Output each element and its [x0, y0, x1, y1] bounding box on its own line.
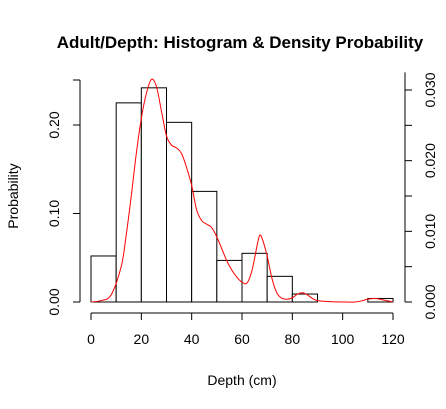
x-axis: 0 20 40 60 80 100 120: [87, 313, 405, 347]
y-axis-right: 0.000 0.010 0.020 0.030: [405, 72, 438, 319]
histogram-bars: [91, 88, 393, 302]
y2-tick-label: 0.000: [422, 284, 438, 319]
histogram-bar: [192, 191, 217, 302]
y-tick-label: 0.00: [46, 288, 62, 315]
histogram-bar: [267, 276, 292, 302]
x-tick-label: 20: [134, 331, 150, 347]
y-axis-label: Probability: [5, 163, 21, 228]
y2-tick-label: 0.020: [422, 143, 438, 178]
x-tick-label: 60: [234, 331, 250, 347]
y2-tick-label: 0.010: [422, 214, 438, 249]
x-tick-label: 40: [184, 331, 200, 347]
x-tick-label: 100: [331, 331, 355, 347]
x-tick-label: 0: [87, 331, 95, 347]
histogram-bar: [91, 256, 116, 302]
chart-title: Adult/Depth: Histogram & Density Probabi…: [57, 33, 424, 52]
x-tick-label: 80: [285, 331, 301, 347]
y2-tick-label: 0.030: [422, 72, 438, 107]
x-axis-label: Depth (cm): [207, 372, 276, 388]
histogram-bar: [167, 122, 192, 302]
y-tick-label: 0.10: [46, 200, 62, 227]
x-tick-label: 120: [381, 331, 405, 347]
y-axis-left: 0.00 0.10 0.20: [46, 80, 80, 316]
y-tick-label: 0.20: [46, 111, 62, 138]
